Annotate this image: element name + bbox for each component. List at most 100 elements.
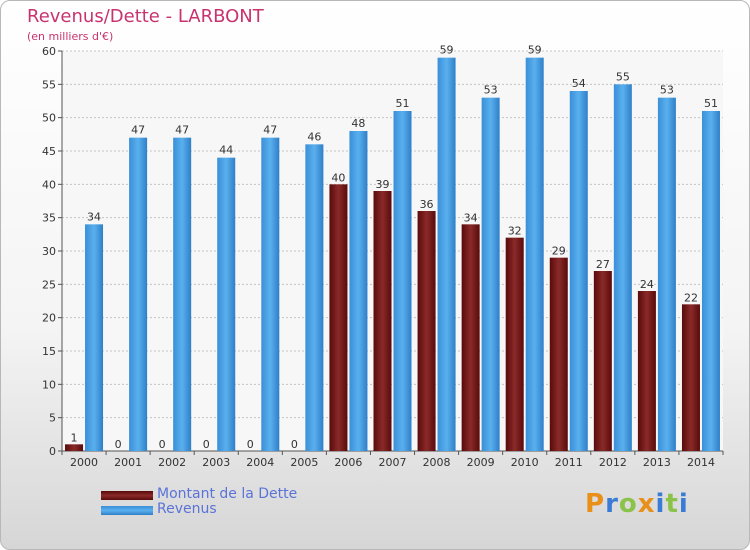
data-label-revenus: 47: [175, 124, 189, 137]
x-tick-label: 2002: [158, 456, 186, 469]
data-label-revenus: 47: [131, 124, 145, 137]
y-tick-label: 0: [49, 445, 56, 458]
bar-revenus: [261, 137, 280, 451]
bar-dette: [681, 304, 700, 451]
chart-subtitle: (en milliers d'€): [27, 30, 114, 43]
data-label-revenus: 47: [263, 124, 277, 137]
value-labels: 1 34 0 47 0 47 0 44 0 47 0 46 40 48 39 51 36 59 34 53 32 59 29…: [71, 44, 718, 451]
x-tick-label: 2003: [202, 456, 230, 469]
y-tick-label: 35: [42, 212, 56, 225]
data-label-dette: 0: [203, 438, 210, 451]
x-tick-label: 2014: [687, 456, 715, 469]
data-label-revenus: 59: [528, 44, 542, 57]
logo-letter: o: [618, 489, 638, 519]
bar-dette: [549, 257, 568, 451]
data-label-revenus: 53: [484, 84, 498, 97]
bar-dette: [593, 271, 612, 451]
data-label-revenus: 59: [440, 44, 454, 57]
proxiti-logo: Proxiti: [585, 489, 689, 519]
bar-revenus: [305, 144, 324, 452]
x-tick-label: 2006: [334, 456, 362, 469]
data-label-revenus: 44: [219, 144, 233, 157]
bar-revenus: [481, 97, 500, 452]
data-label-revenus: 54: [572, 77, 586, 90]
legend-swatch-dette: [101, 491, 153, 500]
data-label-revenus: 34: [87, 210, 101, 223]
bar-revenus: [393, 111, 412, 451]
grid-lines: [62, 50, 723, 452]
bar-revenus: [613, 84, 632, 451]
y-tick-label: 55: [42, 78, 56, 91]
y-tick-label: 45: [42, 145, 56, 158]
bar-dette: [329, 184, 348, 452]
bar-revenus: [173, 137, 192, 451]
plot-area: [62, 51, 723, 451]
bar-dette: [373, 191, 392, 451]
data-label-dette: 0: [115, 438, 122, 451]
data-label-dette: 24: [640, 278, 654, 291]
logo-letter: t: [665, 489, 679, 519]
data-label-dette: 32: [508, 225, 522, 238]
data-label-revenus: 51: [396, 97, 410, 110]
data-label-revenus: 55: [616, 70, 630, 83]
y-tick-label: 50: [42, 112, 56, 125]
data-label-revenus: 51: [704, 97, 718, 110]
x-tick-label: 2005: [290, 456, 318, 469]
y-tick-label: 40: [42, 178, 56, 191]
legend-label-dette: Montant de la Dette: [157, 486, 298, 502]
bar-dette: [505, 237, 524, 451]
chart-title: Revenus/Dette - LARBONT: [27, 6, 264, 27]
data-label-dette: 40: [331, 171, 345, 184]
bar-revenus: [217, 157, 236, 451]
logo-letter: x: [637, 489, 656, 519]
bar-revenus: [85, 224, 104, 451]
data-label-dette: 39: [376, 178, 390, 191]
data-label-dette: 0: [291, 438, 298, 451]
bars: [65, 57, 720, 452]
x-tick-label: 2011: [555, 456, 583, 469]
x-tick-label: 2012: [599, 456, 627, 469]
logo-letter: i: [655, 489, 666, 519]
x-tick-label: 2013: [643, 456, 671, 469]
legend-label-revenus: Revenus: [157, 501, 217, 517]
y-tick-label: 60: [42, 45, 56, 58]
y-tick-label: 5: [49, 412, 56, 425]
legend-swatch-revenus: [101, 506, 153, 515]
bar-revenus: [525, 57, 544, 452]
x-tick-label: 2004: [246, 456, 274, 469]
data-label-dette: 1: [71, 431, 78, 444]
y-tick-label: 10: [42, 378, 56, 391]
bar-dette: [65, 444, 84, 451]
x-tick-label: 2007: [379, 456, 407, 469]
y-tick-label: 20: [42, 312, 56, 325]
y-tick-label: 15: [42, 345, 56, 358]
bar-revenus: [349, 131, 368, 451]
x-tick-label: 2001: [114, 456, 142, 469]
bar-revenus: [129, 137, 148, 451]
bar-dette: [417, 211, 436, 451]
data-label-dette: 22: [684, 291, 698, 304]
bar-revenus: [701, 111, 720, 451]
data-label-dette: 27: [596, 258, 610, 271]
bar-dette: [461, 224, 480, 451]
logo-letter: r: [605, 489, 619, 519]
data-label-revenus: 48: [351, 117, 365, 130]
logo-letter: P: [585, 489, 606, 519]
data-label-revenus: 53: [660, 84, 674, 97]
data-label-revenus: 46: [307, 130, 321, 143]
x-tick-label: 2008: [423, 456, 451, 469]
data-label-dette: 29: [552, 245, 566, 258]
logo-letter: i: [678, 489, 689, 519]
data-label-dette: 0: [247, 438, 254, 451]
bar-revenus: [569, 91, 588, 451]
bar-revenus: [657, 97, 676, 452]
x-tick-label: 2010: [511, 456, 539, 469]
x-tick-label: 2000: [70, 456, 98, 469]
y-tick-label: 30: [42, 245, 56, 258]
data-label-dette: 36: [420, 198, 434, 211]
bar-revenus: [437, 57, 456, 452]
data-label-dette: 34: [464, 211, 478, 224]
